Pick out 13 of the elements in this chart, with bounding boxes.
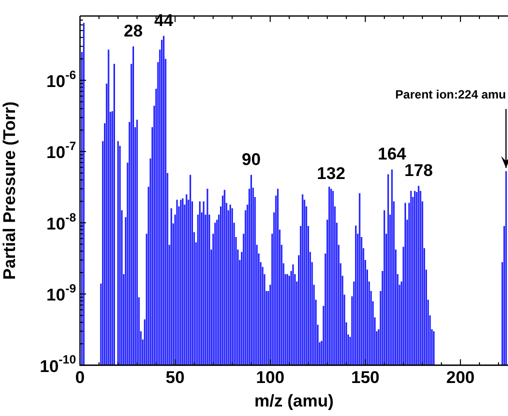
y-axis-title: Partial Pressure (Torr) [0, 101, 19, 280]
annotation: 178 [404, 161, 433, 180]
annotation: 28 [124, 22, 143, 41]
x-tick-label: 150 [351, 368, 380, 388]
x-tick-label: 0 [75, 368, 85, 388]
x-axis-title: m/z (amu) [254, 391, 334, 410]
annotation: 164 [378, 144, 407, 164]
annotation: 132 [316, 164, 346, 183]
annotation: Parent ion:224 amu [395, 87, 506, 102]
x-tick-label: 50 [166, 368, 185, 388]
x-tick-label: 200 [446, 368, 475, 388]
annotation: 90 [242, 150, 261, 170]
x-tick-label: 100 [256, 368, 284, 388]
